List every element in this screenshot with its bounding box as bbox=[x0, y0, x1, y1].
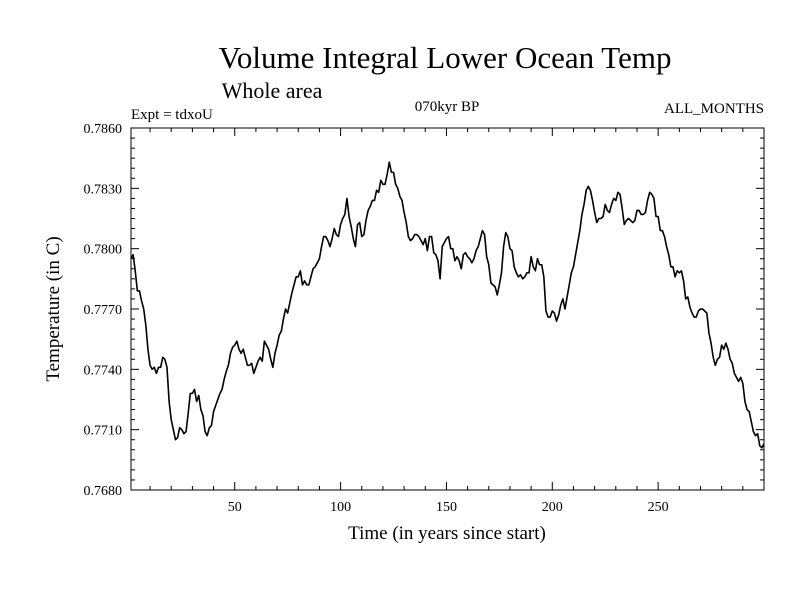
chart-title: Volume Integral Lower Ocean Temp bbox=[219, 40, 672, 75]
x-tick-label: 250 bbox=[648, 500, 669, 515]
y-tick-label: 0.7770 bbox=[84, 303, 123, 318]
plot-frame bbox=[130, 127, 765, 491]
x-tick-label: 50 bbox=[228, 500, 242, 515]
y-tick-label: 0.7830 bbox=[84, 182, 123, 197]
period-label: 070kyr BP bbox=[415, 99, 480, 115]
y-tick-label: 0.7740 bbox=[84, 363, 123, 378]
x-tick-label: 200 bbox=[542, 500, 563, 515]
axis-ticks bbox=[131, 127, 764, 491]
y-tick-label: 0.7680 bbox=[84, 484, 123, 499]
series-group bbox=[130, 161, 765, 449]
chart-subtitle: Whole area bbox=[222, 78, 323, 103]
x-axis-label: Time (in years since start) bbox=[348, 523, 546, 544]
x-tick-labels: 50 100 150 200 250 bbox=[228, 500, 669, 515]
x-tick-label: 150 bbox=[436, 500, 457, 515]
y-tick-label: 0.7710 bbox=[84, 424, 123, 439]
months-label: ALL_MONTHS bbox=[664, 101, 764, 117]
experiment-label: Expt = tdxoU bbox=[131, 107, 213, 123]
y-tick-label: 0.7860 bbox=[84, 122, 123, 137]
series-line bbox=[130, 161, 765, 449]
y-tick-labels: 0.7680 0.7710 0.7740 0.7770 0.7800 0.7830 0.78… bbox=[84, 122, 123, 499]
x-tick-label: 100 bbox=[330, 500, 351, 515]
y-tick-label: 0.7800 bbox=[84, 243, 123, 258]
y-axis-label: Temperature (in C) bbox=[43, 236, 64, 381]
